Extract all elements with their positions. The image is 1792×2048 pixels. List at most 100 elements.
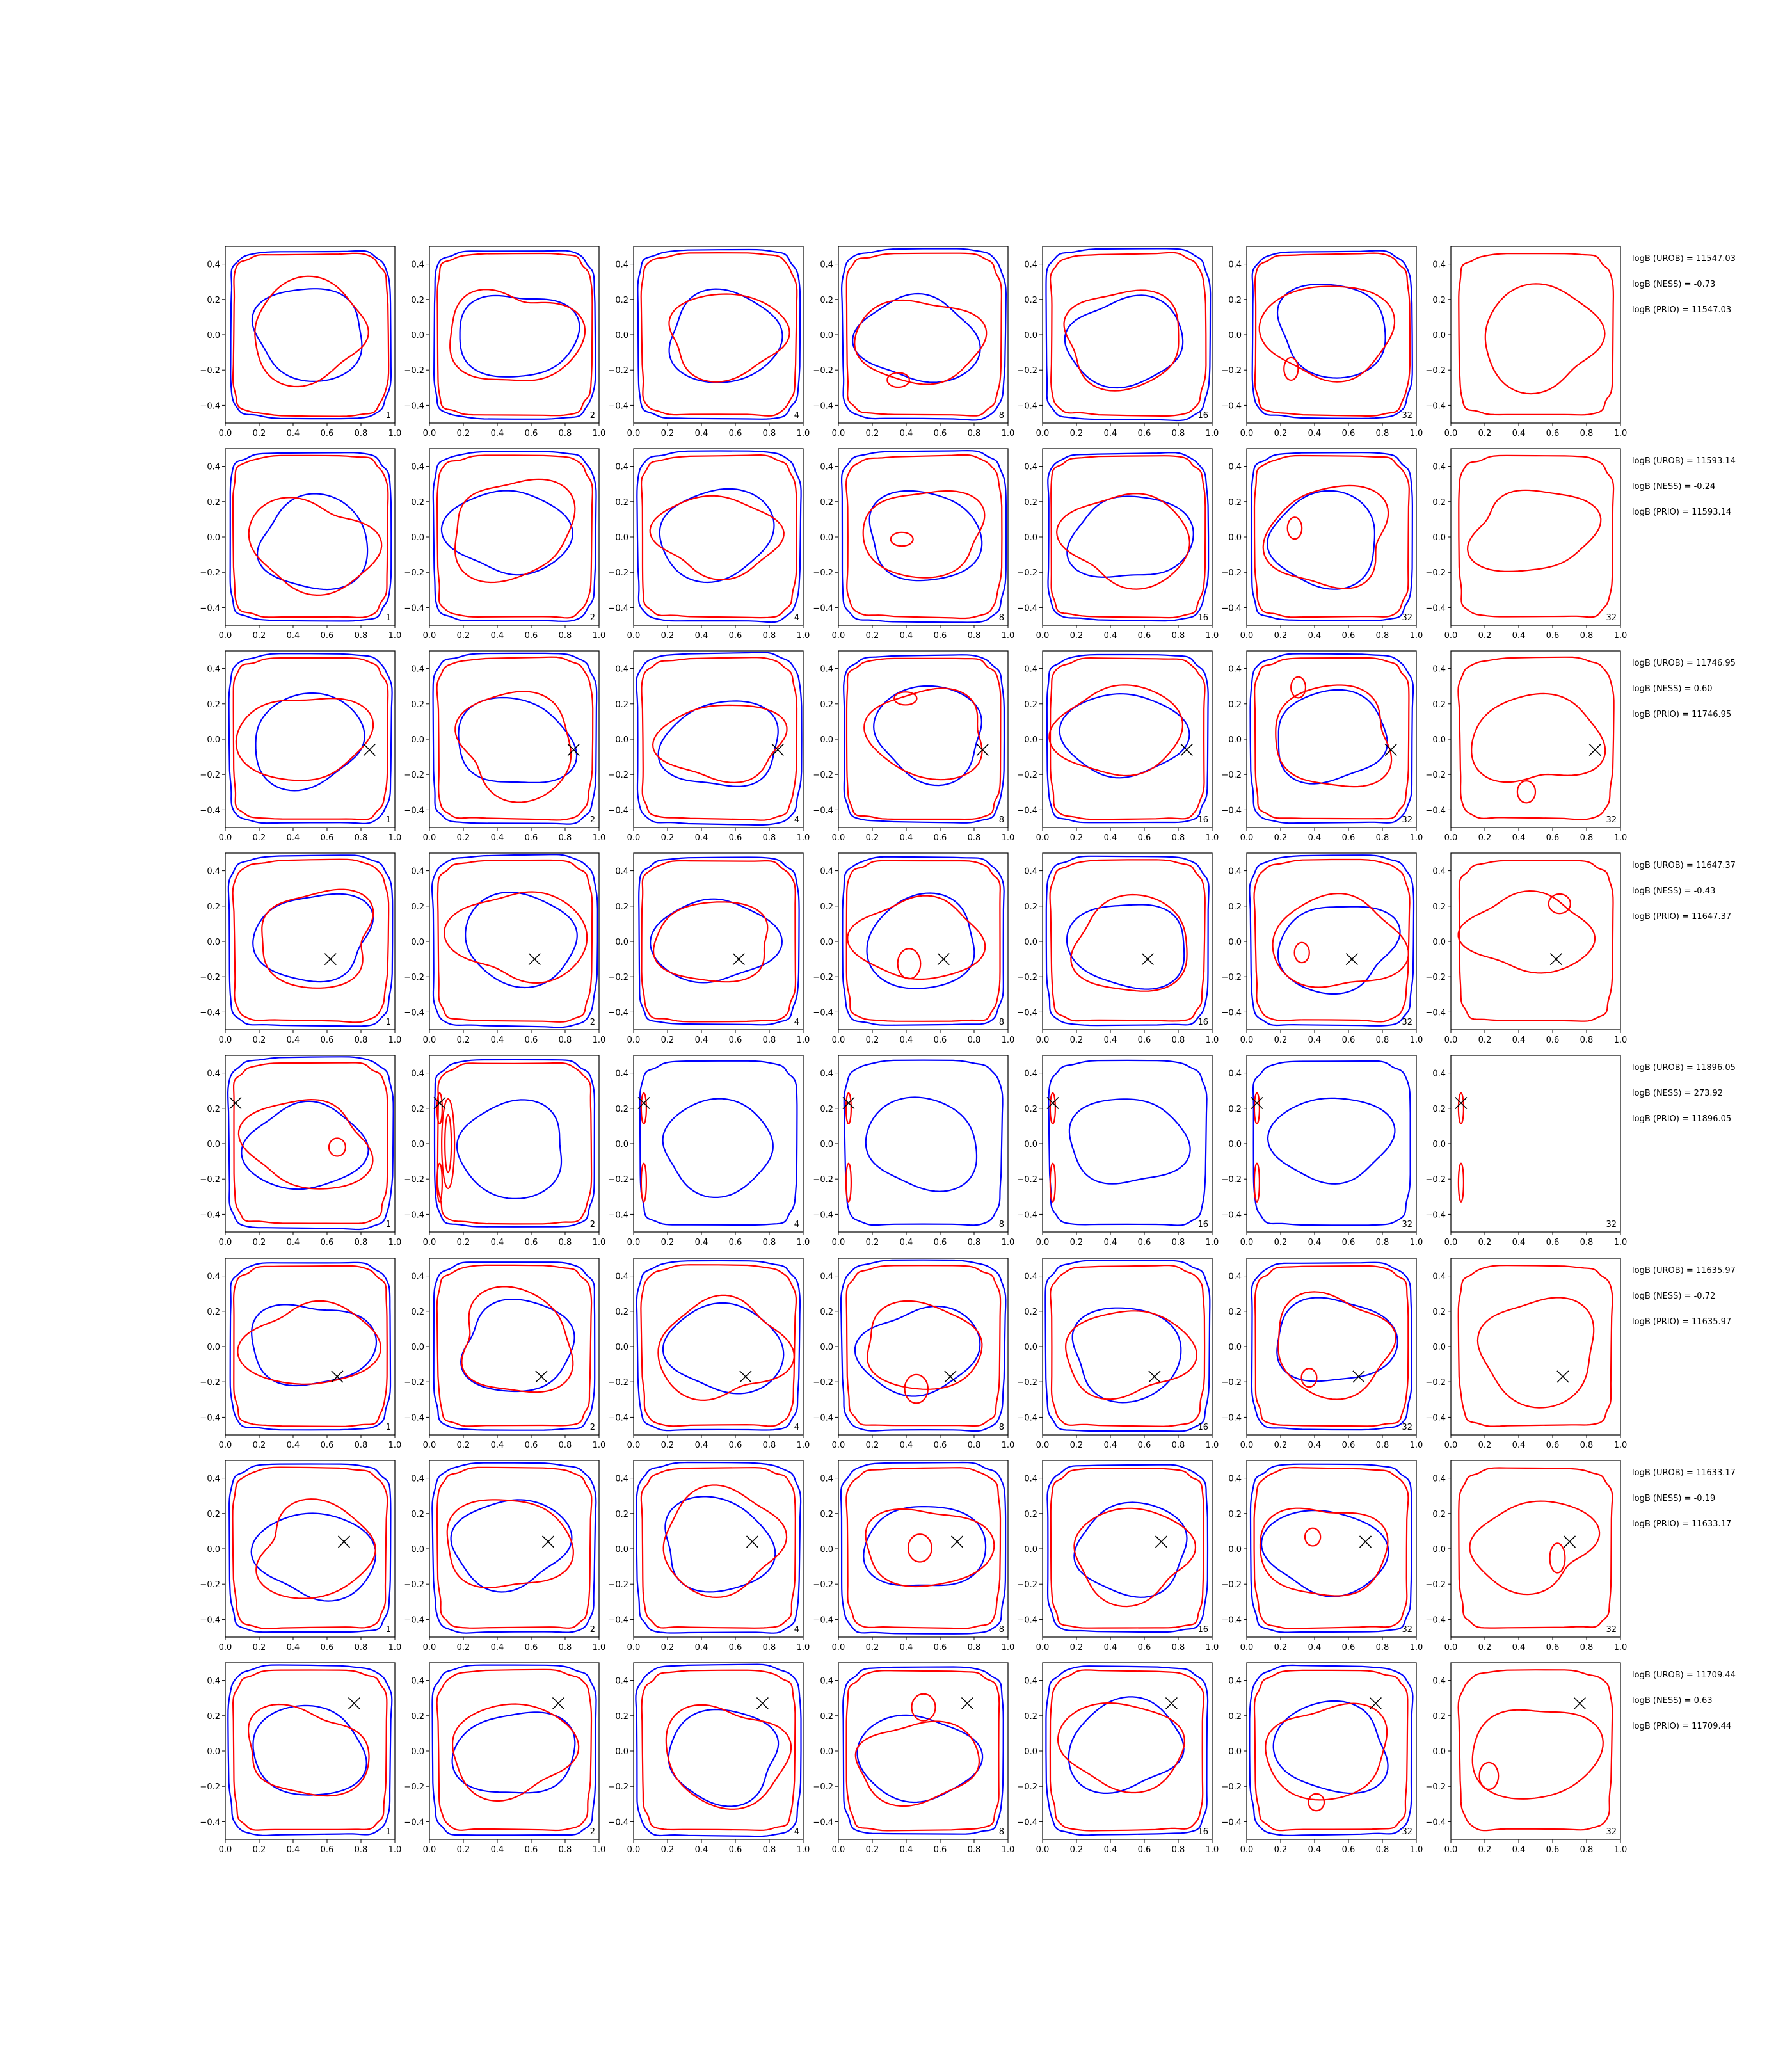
x-tick-label: 0.0 [832, 429, 845, 438]
x-tick-label: 1.0 [1410, 429, 1423, 438]
series-a-inner-contour [662, 1302, 785, 1395]
x-tick-label: 0.4 [491, 429, 504, 438]
y-tick-label: 0.2 [1432, 902, 1446, 912]
x-marker [331, 1370, 344, 1383]
x-tick-label: 0.8 [763, 429, 776, 438]
x-tick-label: 0.8 [559, 1845, 572, 1855]
panel-label: 16 [1197, 1423, 1208, 1432]
y-tick-label: 0.2 [820, 296, 833, 305]
y-tick-label: 0.4 [1024, 665, 1037, 675]
y-tick-label: 0.4 [1432, 260, 1446, 270]
x-tick-label: 1.0 [1410, 1441, 1423, 1450]
x-tick-label: 0.6 [934, 1441, 947, 1450]
x-marker [1251, 1096, 1263, 1110]
y-tick-label: 0.0 [820, 735, 833, 745]
x-tick-label: 0.0 [423, 631, 436, 641]
y-tick-label: −0.4 [200, 401, 220, 411]
panel-label: 32 [1402, 411, 1412, 420]
y-tick-label: 0.4 [820, 260, 833, 270]
x-tick-label: 0.8 [559, 631, 572, 641]
x-tick-label: 0.4 [695, 1441, 708, 1450]
y-tick-label: 0.4 [411, 1069, 424, 1079]
series-a-outer-contour [636, 1260, 801, 1432]
x-tick-label: 1.0 [593, 631, 606, 641]
series-b-outer-contour [1050, 455, 1206, 619]
x-marker [1384, 744, 1397, 756]
x-tick-label: 0.2 [1274, 1441, 1288, 1450]
series-b-outer-contour [1457, 1265, 1613, 1427]
y-tick-label: 0.2 [207, 1308, 220, 1317]
x-tick-label: 0.4 [695, 1643, 708, 1652]
y-tick-label: 0.0 [207, 1140, 220, 1149]
y-tick-label: −0.4 [608, 1818, 628, 1827]
x-marker [528, 953, 541, 966]
logb-urob-annotation: logB (UROB) = 11633.17 [1632, 1468, 1736, 1478]
x-tick-label: 0.4 [1512, 1441, 1526, 1450]
logb-urob-annotation: logB (UROB) = 11896.05 [1632, 1063, 1736, 1073]
panel-label: 32 [1402, 815, 1412, 825]
x-tick-label: 0.8 [1580, 1036, 1594, 1045]
x-tick-label: 0.8 [355, 1441, 368, 1450]
panel-label: 1 [386, 411, 391, 420]
y-tick-label: −0.2 [404, 1580, 424, 1590]
axes-frame [1246, 1258, 1417, 1436]
y-tick-label: −0.2 [1425, 568, 1446, 578]
series-a-outer-contour [433, 250, 596, 420]
x-tick-label: 0.2 [1274, 1036, 1288, 1045]
series-b-outer-contour [640, 1466, 796, 1629]
y-tick-label: −0.2 [200, 1782, 220, 1792]
x-tick-label: 0.8 [355, 1643, 368, 1652]
x-marker [348, 1697, 360, 1710]
x-tick-label: 0.4 [287, 833, 300, 843]
y-tick-label: −0.4 [1425, 401, 1446, 411]
x-marker [229, 1096, 242, 1110]
x-tick-label: 1.0 [1614, 1441, 1628, 1450]
y-tick-label: −0.2 [1425, 973, 1446, 982]
y-tick-label: 0.0 [1432, 1343, 1446, 1352]
series-b-outer-contour [1458, 454, 1615, 618]
y-tick-label: 0.0 [411, 331, 424, 340]
x-tick-label: 0.0 [627, 1036, 641, 1045]
y-tick-label: −0.2 [1425, 366, 1446, 376]
y-tick-label: 0.0 [207, 1747, 220, 1757]
series-a-outer-contour [432, 451, 597, 622]
subplot-r5-c5 [1039, 1055, 1213, 1235]
series-b-narrow-contour [1253, 1092, 1261, 1124]
series-b-inner-contour [1063, 289, 1180, 392]
x-marker [1141, 953, 1154, 966]
x-tick-label: 0.0 [1444, 1441, 1458, 1450]
x-tick-label: 0.8 [1172, 1238, 1185, 1247]
x-tick-label: 0.0 [1036, 833, 1050, 843]
series-a-outer-contour [1251, 452, 1414, 621]
x-marker [1046, 1096, 1059, 1110]
series-b-island-contour [897, 948, 922, 980]
x-tick-label: 0.2 [661, 1036, 675, 1045]
y-tick-label: 0.2 [1432, 296, 1446, 305]
panel-label: 4 [794, 1220, 799, 1229]
series-b-outer-contour [232, 252, 390, 417]
series-b-inner-contour [255, 1498, 376, 1599]
y-tick-label: 0.0 [1432, 533, 1446, 543]
axes-frame [429, 852, 600, 1030]
x-tick-label: 1.0 [593, 1441, 606, 1450]
x-tick-label: 0.4 [1512, 429, 1526, 438]
series-a-outer-contour [228, 1463, 392, 1633]
x-marker [541, 1535, 555, 1548]
y-tick-label: 0.2 [1228, 1510, 1242, 1519]
series-b-outer-contour [436, 656, 594, 821]
x-tick-label: 0.8 [1376, 1845, 1389, 1855]
series-b-outer-contour [845, 252, 1003, 417]
y-tick-label: 0.0 [207, 1545, 220, 1555]
subplot-r7-c3 [630, 1460, 804, 1640]
y-tick-label: −0.4 [1425, 1615, 1446, 1625]
x-tick-label: 0.2 [866, 1643, 879, 1652]
series-b-inner-contour [443, 891, 588, 984]
series-b-outer-contour [1253, 1669, 1409, 1832]
panel-label: 8 [999, 1625, 1004, 1635]
x-tick-label: 0.0 [832, 1036, 845, 1045]
y-tick-label: −0.2 [813, 973, 833, 982]
x-tick-label: 1.0 [1614, 1845, 1628, 1855]
x-tick-label: 0.4 [1308, 1441, 1322, 1450]
series-b-outer-contour [436, 1264, 593, 1427]
x-tick-label: 1.0 [1206, 429, 1219, 438]
